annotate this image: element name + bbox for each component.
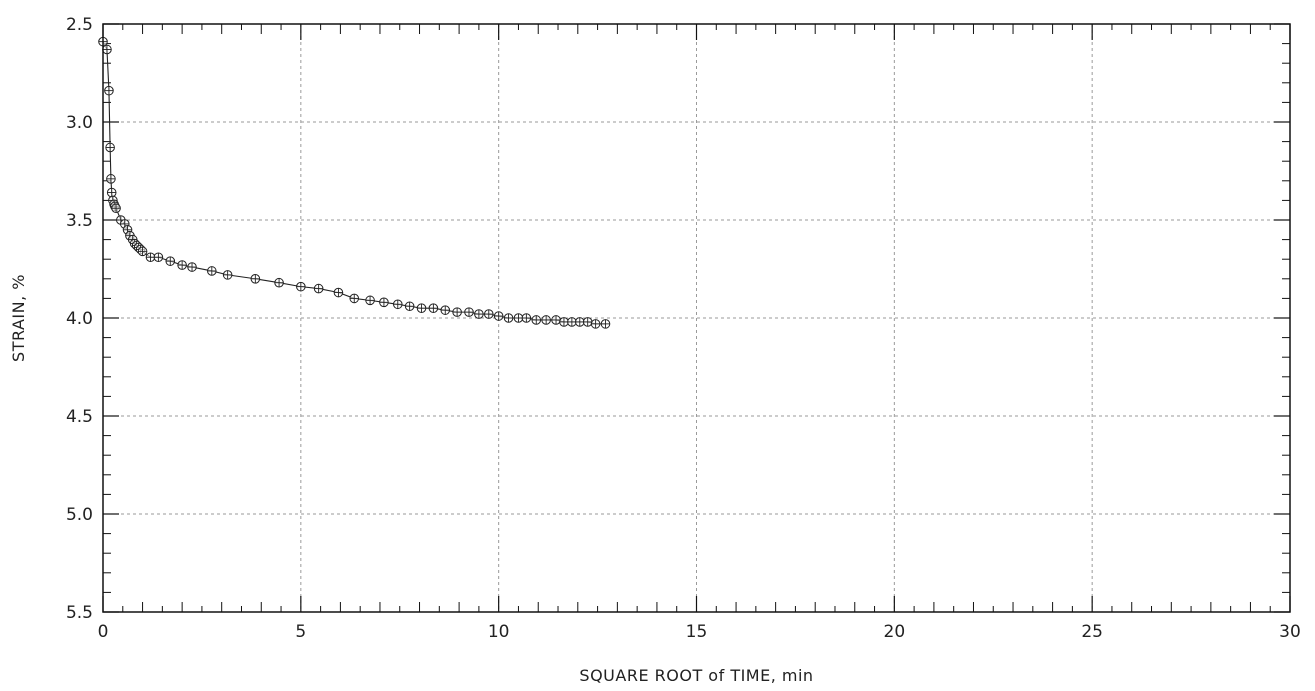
data-point (416, 303, 427, 314)
data-point (452, 307, 462, 317)
x-tick-label: 15 (686, 622, 708, 642)
y-tick-label: 3.0 (66, 113, 93, 133)
data-point (428, 303, 439, 314)
data-point (102, 44, 112, 55)
y-tick-label: 2.5 (66, 15, 93, 35)
data-point (250, 274, 261, 284)
plot-frame (102, 23, 1291, 613)
minor-ticks (103, 24, 1290, 612)
data-point (379, 297, 389, 308)
data-point (296, 281, 306, 292)
data-point (392, 299, 403, 310)
series-line (102, 41, 606, 325)
data-point (464, 307, 474, 317)
y-axis-title: STRAIN, % (9, 274, 28, 362)
grid-lines (103, 24, 1290, 612)
data-point (483, 309, 494, 319)
data-point (274, 277, 284, 288)
data-point (503, 313, 514, 323)
data-point (513, 313, 524, 323)
y-tick-label: 5.5 (66, 603, 93, 623)
data-point (313, 283, 324, 294)
data-point (207, 266, 217, 276)
data-point (222, 270, 233, 280)
data-point (590, 319, 601, 329)
y-tick-label: 4.0 (66, 309, 93, 329)
data-point (582, 317, 593, 327)
data-point (177, 260, 187, 270)
y-tick-labels: 2.5 3.0 3.5 4.0 4.5 5.0 5.5 (66, 15, 93, 623)
data-point (600, 319, 611, 329)
data-point (440, 305, 451, 315)
data-point (365, 295, 375, 306)
data-point (137, 246, 148, 257)
y-tick-label: 4.5 (66, 407, 93, 427)
data-point (106, 174, 116, 184)
data-point (521, 313, 532, 323)
data-point (551, 315, 561, 325)
data-point (574, 317, 585, 327)
data-point (531, 315, 542, 325)
data-point (111, 203, 121, 214)
x-tick-label: 20 (884, 622, 906, 642)
data-point (474, 309, 484, 319)
data-point (187, 262, 197, 272)
x-tick-label: 0 (98, 622, 109, 642)
y-tick-label: 3.5 (66, 211, 93, 231)
data-point (559, 317, 569, 327)
data-point (165, 256, 176, 266)
x-tick-label: 25 (1081, 622, 1103, 642)
data-point (104, 85, 114, 96)
data-point (541, 315, 551, 325)
x-axis-title: SQUARE ROOT of TIME, min (579, 666, 813, 685)
series-layer (98, 36, 611, 329)
data-point (333, 287, 344, 298)
x-tick-label: 10 (488, 622, 510, 642)
y-tick-label: 5.0 (66, 505, 93, 525)
data-point (404, 301, 415, 312)
x-tick-label: 30 (1279, 622, 1301, 642)
data-point (493, 311, 504, 321)
data-point (349, 293, 360, 304)
data-point (105, 142, 115, 153)
data-point (106, 187, 117, 198)
x-tick-label: 5 (295, 622, 306, 642)
x-tick-labels: 0 5 10 15 20 25 30 (98, 622, 1301, 642)
data-point (153, 252, 164, 263)
data-point (145, 252, 156, 263)
data-point (567, 317, 577, 327)
